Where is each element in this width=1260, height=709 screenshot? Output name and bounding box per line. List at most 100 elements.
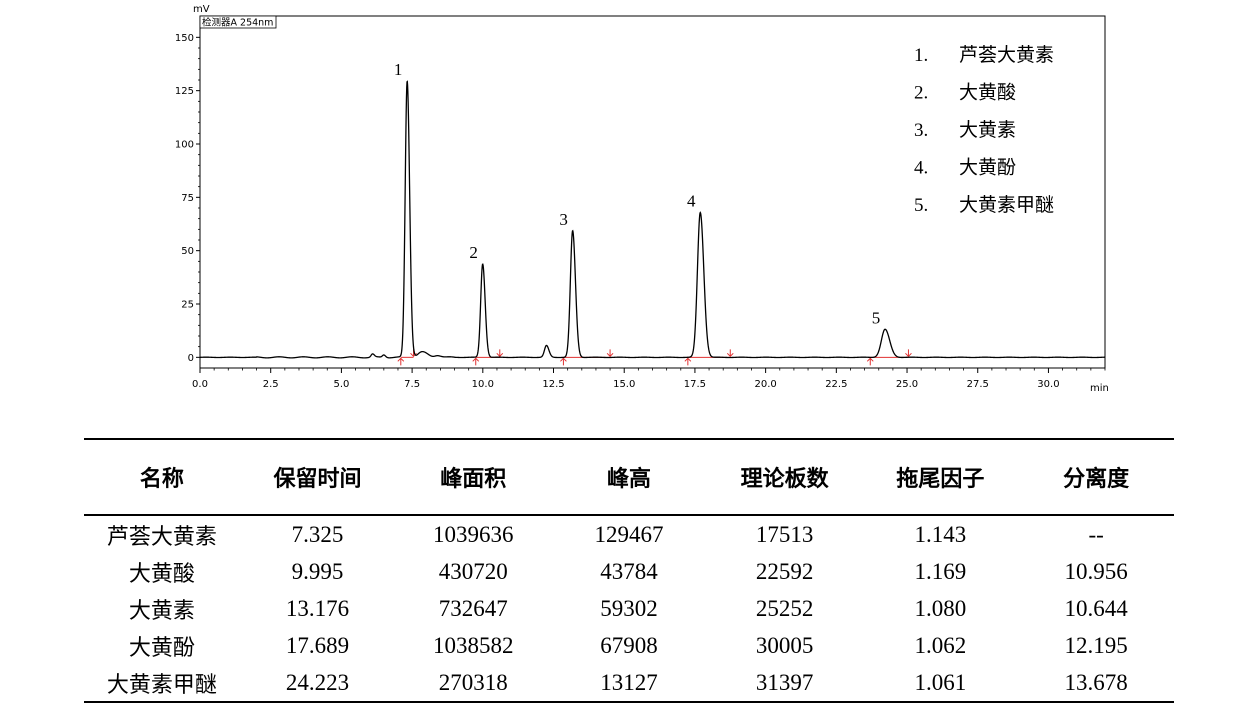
legend-entry: 大黄素甲醚	[959, 194, 1054, 216]
y-tick-label: 0	[188, 353, 194, 364]
cell-peak-height: 67908	[600, 632, 658, 658]
cell-theoretical-plates: 17513	[755, 521, 814, 547]
legend-entry: 芦荟大黄素	[959, 44, 1054, 66]
table-header-row: 名称 保留时间 峰面积 峰高 理论板数 拖尾因子 分离度	[84, 439, 1174, 515]
legend-number: 4.	[914, 158, 928, 179]
header-peak-area: 峰面积	[440, 467, 507, 492]
cell-peak-area: 430720	[438, 558, 508, 584]
table-row: 芦荟大黄素 7.325 1039636 129467 17513 1.143 -…	[84, 515, 1174, 553]
legend-number: 2.	[914, 83, 928, 104]
cell-retention-time: 9.995	[291, 558, 344, 584]
cell-retention-time: 17.689	[285, 632, 350, 658]
peak-label: 5	[872, 308, 881, 327]
legend-entry: 大黄酚	[959, 157, 1016, 179]
x-tick-label: 27.5	[967, 379, 989, 390]
peak-start-marker	[866, 357, 874, 366]
cell-peak-area: 270318	[438, 669, 508, 695]
cell-name: 大黄酸	[128, 561, 195, 587]
cell-tailing-factor: 1.143	[914, 521, 967, 547]
x-tick-label: 5.0	[333, 379, 349, 390]
x-tick-label: 0.0	[192, 379, 208, 390]
cell-retention-time: 24.223	[285, 669, 350, 695]
cell-resolution: 12.195	[1064, 632, 1128, 658]
table-row: 大黄素甲醚 24.223 270318 13127 31397 1.061 13…	[84, 664, 1174, 702]
cell-retention-time: 7.325	[291, 521, 344, 547]
cell-peak-area: 732647	[438, 595, 508, 621]
cell-resolution: 10.644	[1064, 595, 1128, 621]
legend-number: 1.	[914, 45, 928, 66]
legend-entry: 大黄酸	[959, 82, 1016, 104]
cell-resolution: 10.956	[1064, 558, 1128, 584]
x-unit-label: min	[1090, 383, 1109, 394]
peak-start-marker	[472, 357, 480, 366]
detector-label: 检测器A 254nm	[202, 17, 273, 29]
table-row: 大黄酚 17.689 1038582 67908 30005 1.062 12.…	[84, 627, 1174, 664]
peak-label: 4	[687, 191, 696, 210]
y-tick-label: 100	[175, 140, 194, 151]
cell-theoretical-plates: 30005	[755, 632, 814, 658]
cell-peak-height: 13127	[600, 669, 658, 695]
x-tick-label: 20.0	[754, 379, 776, 390]
results-table: 名称 保留时间 峰面积 峰高 理论板数 拖尾因子 分离度 芦荟大黄素 7.325…	[84, 438, 1174, 703]
cell-peak-area: 1039636	[433, 521, 514, 547]
integration-markers	[397, 349, 912, 366]
plot-frame	[199, 15, 1106, 369]
y-tick-label: 75	[181, 193, 194, 204]
x-tick-label: 15.0	[613, 379, 635, 390]
cell-theoretical-plates: 31397	[755, 669, 814, 695]
x-tick-label: 22.5	[825, 379, 847, 390]
cell-peak-height: 43784	[600, 558, 658, 584]
legend: 1. 芦荟大黄素 2. 大黄酸 3. 大黄素 4. 大黄酚 5. 大黄素甲醚	[914, 44, 1054, 216]
cell-tailing-factor: 1.169	[914, 558, 967, 584]
table-row: 大黄酸 9.995 430720 43784 22592 1.169 10.95…	[84, 553, 1174, 590]
cell-resolution: --	[1088, 521, 1104, 547]
y-tick-label: 25	[181, 300, 194, 311]
chromatogram-trace	[199, 80, 1105, 359]
y-unit-label: mV	[193, 4, 210, 15]
peak-end-marker	[606, 349, 614, 358]
cell-peak-height: 129467	[594, 521, 664, 547]
cell-theoretical-plates: 25252	[755, 595, 814, 621]
peak-start-marker	[684, 357, 692, 366]
x-tick-label: 2.5	[263, 379, 279, 390]
cell-name: 大黄素甲醚	[106, 672, 217, 698]
header-peak-height: 峰高	[606, 467, 651, 492]
cell-peak-height: 59302	[600, 595, 658, 621]
cell-tailing-factor: 1.061	[914, 669, 967, 695]
cell-tailing-factor: 1.062	[914, 632, 967, 658]
x-tick-label: 25.0	[896, 379, 918, 390]
cell-resolution: 13.678	[1064, 669, 1128, 695]
header-resolution: 分离度	[1063, 467, 1130, 492]
header-name: 名称	[139, 467, 184, 492]
header-tailing-factor: 拖尾因子	[896, 467, 985, 492]
peak-end-marker	[496, 349, 504, 358]
y-tick-label: 50	[181, 246, 194, 257]
x-tick-label: 10.0	[472, 379, 494, 390]
peak-end-marker	[905, 349, 912, 358]
peak-start-marker	[397, 357, 405, 366]
peak-end-marker	[726, 349, 734, 358]
cell-peak-area: 1038582	[433, 632, 514, 658]
x-tick-label: 30.0	[1037, 379, 1059, 390]
cell-theoretical-plates: 22592	[755, 558, 814, 584]
cell-tailing-factor: 1.080	[914, 595, 967, 621]
cell-name: 大黄酚	[128, 635, 195, 661]
peak-label: 1	[394, 60, 403, 79]
peak-label: 2	[469, 243, 478, 262]
peak-label: 3	[559, 210, 568, 229]
x-tick-label: 17.5	[684, 379, 706, 390]
header-theoretical-plates: 理论板数	[740, 467, 829, 492]
x-axis: 0.0 2.5 5.0 7.5 10.0 12.5 15.0 17.5 20.0 22.5 25.0…	[192, 368, 1106, 390]
y-tick-label: 150	[175, 33, 194, 44]
y-axis: 0 25 50 75 100 125 150	[175, 33, 200, 364]
detector-label-box	[199, 15, 277, 29]
x-tick-label: 12.5	[542, 379, 564, 390]
cell-name: 芦荟大黄素	[106, 524, 217, 550]
header-retention-time: 保留时间	[273, 467, 362, 492]
legend-number: 3.	[914, 120, 928, 141]
y-tick-label: 125	[175, 86, 194, 97]
legend-number: 5.	[914, 195, 928, 216]
peak-labels: 1 2 3 4 5	[394, 60, 880, 327]
cell-retention-time: 13.176	[285, 595, 350, 621]
